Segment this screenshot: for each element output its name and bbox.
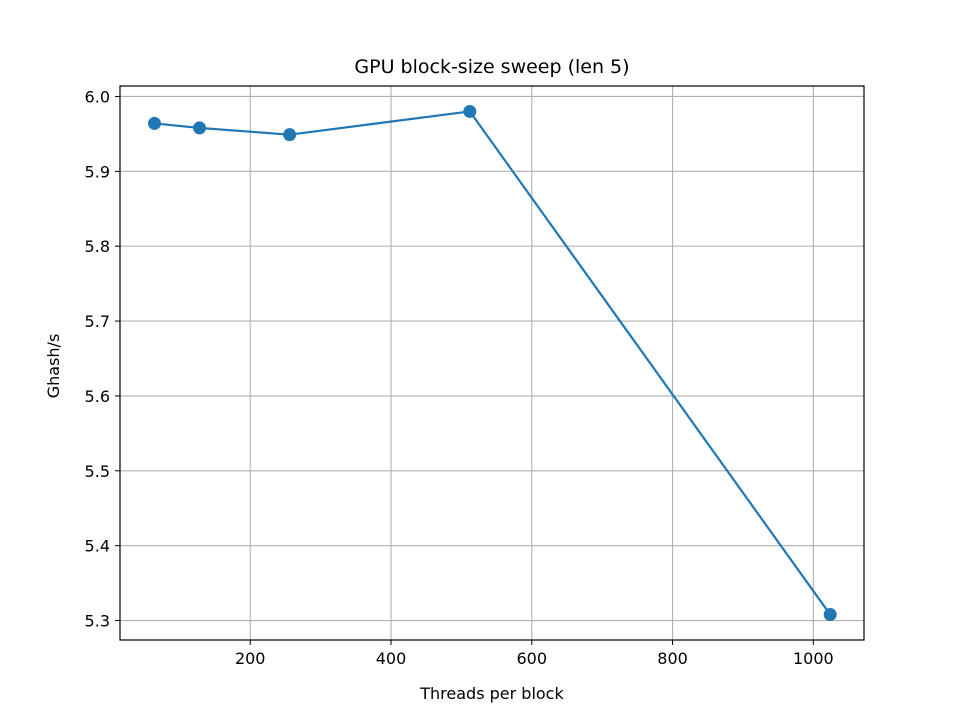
data-point: [463, 104, 477, 118]
data-point: [823, 608, 837, 622]
data-point: [193, 121, 207, 135]
y-tick-label: 5.6: [85, 387, 110, 406]
y-tick-label: 5.3: [85, 612, 110, 631]
x-tick-label: 400: [376, 649, 407, 668]
axes: [119, 85, 865, 641]
series-layer: [147, 104, 837, 622]
data-point: [147, 116, 161, 130]
y-axis-label: Ghash/s: [44, 334, 63, 399]
y-tick-label: 6.0: [85, 87, 110, 106]
y-tick-label: 5.7: [85, 312, 110, 331]
x-axis-label: Threads per block: [419, 684, 564, 703]
chart-title: GPU block-size sweep (len 5): [354, 56, 629, 78]
x-tick-label: 1000: [793, 649, 834, 668]
x-tick-label: 200: [235, 649, 266, 668]
series-line: [154, 110, 832, 616]
data-point: [283, 128, 297, 142]
x-tick-label: 600: [516, 649, 547, 668]
grid: [120, 86, 864, 640]
y-tick-label: 5.9: [85, 162, 110, 181]
y-tick-label: 5.5: [85, 462, 110, 481]
plot-frame: [119, 85, 865, 641]
tick-marks: [115, 95, 814, 645]
y-tick-label: 5.8: [85, 237, 110, 256]
x-tick-label: 800: [657, 649, 688, 668]
y-tick-label: 5.4: [85, 537, 110, 556]
